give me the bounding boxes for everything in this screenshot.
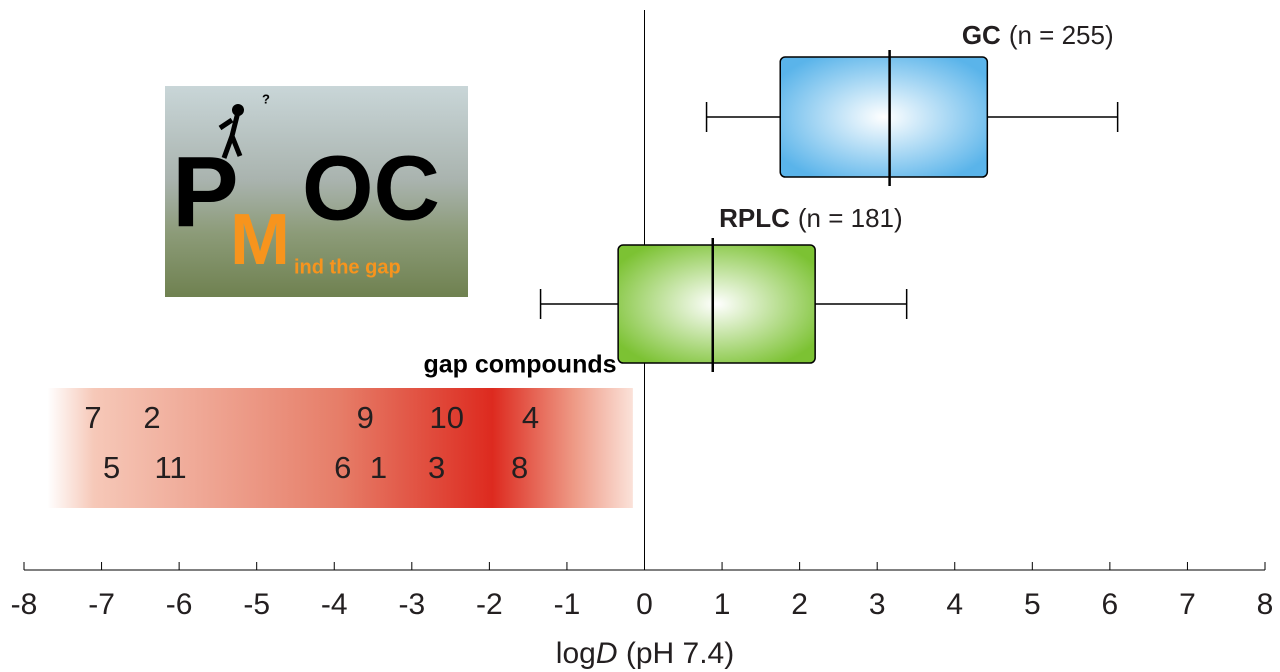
series-label: RPLC (n = 181) (719, 203, 903, 233)
logo-oc: OC (302, 137, 440, 239)
x-tick-label: -4 (321, 588, 348, 621)
x-tick-label: 6 (1102, 588, 1119, 621)
logo-p: P (172, 136, 239, 248)
x-tick-label: 2 (791, 588, 808, 621)
x-tick-label: -7 (88, 588, 115, 621)
compound-label: 4 (522, 400, 539, 435)
x-tick-label: 7 (1179, 588, 1196, 621)
x-tick-label: 8 (1257, 588, 1274, 621)
compound-label: 8 (511, 450, 528, 485)
x-tick-label: 3 (869, 588, 886, 621)
x-tick-label: 0 (636, 588, 653, 621)
x-tick-label: 5 (1024, 588, 1041, 621)
series-n: (n = 255) (1009, 20, 1114, 50)
compound-label: 10 (429, 400, 463, 435)
logo-m: M (230, 200, 290, 280)
x-tick-label: 1 (714, 588, 731, 621)
x-tick-label: -5 (243, 588, 270, 621)
x-tick-label: -6 (166, 588, 193, 621)
chart: ? P OC M ind the gap gap compounds729104… (0, 0, 1280, 672)
compound-label: 3 (428, 450, 445, 485)
series-n: (n = 181) (798, 203, 903, 233)
logo: ? P OC M ind the gap (165, 86, 468, 297)
gap-band (47, 388, 633, 508)
x-tick-label: -3 (398, 588, 425, 621)
series-label: GC (n = 255) (962, 20, 1114, 50)
compound-label: 6 (334, 450, 351, 485)
logo-figure-head (232, 104, 244, 116)
x-tick-label: -8 (11, 588, 38, 621)
x-axis-label-part: D (596, 637, 618, 670)
compound-label: 11 (154, 450, 186, 485)
logo-tagline: ind the gap (294, 256, 401, 278)
compound-label: 7 (84, 400, 101, 435)
x-axis-label: logD (pH 7.4) (556, 637, 734, 670)
x-axis-label-part: log (556, 637, 596, 670)
series-name: GC (962, 20, 1001, 50)
x-axis-label-part: (pH 7.4) (618, 637, 735, 670)
box (618, 245, 815, 363)
compound-label: 1 (370, 450, 387, 485)
logo-question: ? (262, 91, 270, 106)
gap-title: gap compounds (423, 351, 616, 379)
compound-label: 2 (143, 400, 160, 435)
compound-label: 5 (103, 450, 120, 485)
compound-label: 9 (357, 400, 374, 435)
box (780, 57, 987, 177)
x-tick-label: -2 (476, 588, 503, 621)
series-name: RPLC (719, 203, 790, 233)
x-tick-label: 4 (946, 588, 963, 621)
x-tick-label: -1 (554, 588, 581, 621)
